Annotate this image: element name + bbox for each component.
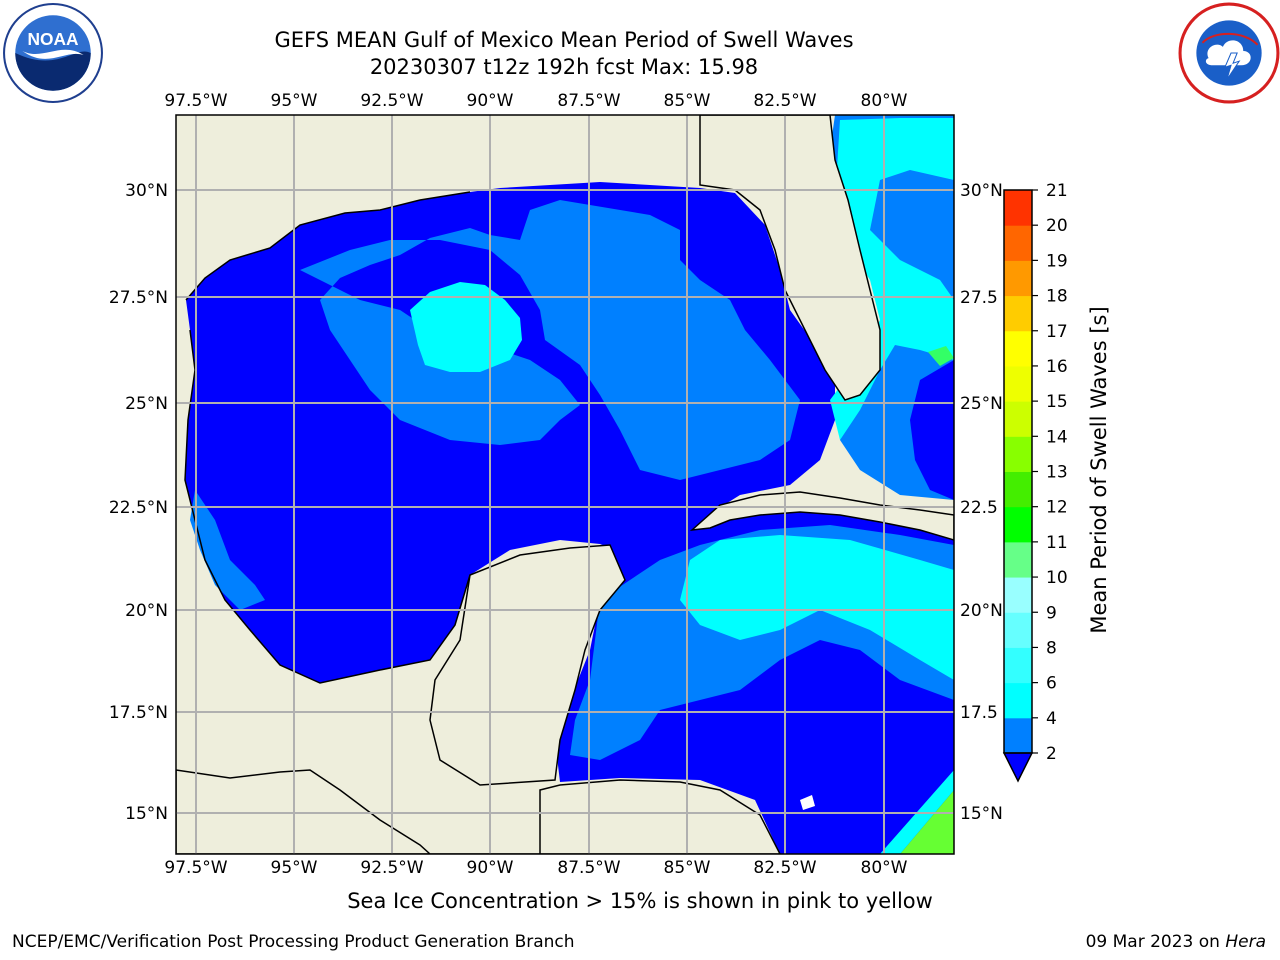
colorbar-cell	[1004, 295, 1032, 332]
florida-land	[699, 115, 881, 401]
map-caption: Sea Ice Concentration > 15% is shown in …	[347, 889, 933, 913]
colorbar-cell	[1004, 190, 1032, 226]
mexico-coast	[184, 191, 471, 684]
colorbar-cell	[1004, 577, 1032, 613]
lon-label: 90°W	[467, 91, 514, 111]
colorbar-tick-label: 9	[1046, 603, 1057, 623]
lon-label: 95°W	[271, 91, 318, 111]
colorbar-tick-label: 10	[1046, 568, 1068, 588]
white-spot-1	[800, 795, 815, 810]
colorbar-cell	[1004, 647, 1032, 684]
lat-label: 27.5	[960, 288, 998, 308]
colorbar-tick-label: 8	[1046, 638, 1057, 658]
lon-label: 87.5°W	[557, 858, 620, 878]
colorbar-tick-label: 12	[1046, 498, 1068, 518]
lat-label: 30°N	[960, 181, 1003, 201]
colorbar-cell	[1004, 401, 1032, 437]
lon-label: 85°W	[664, 91, 711, 111]
atlantic-green-spot	[928, 346, 954, 366]
atlantic-band-2	[910, 360, 954, 500]
lon-label: 85°W	[664, 858, 711, 878]
colorbar-tick-label: 13	[1046, 463, 1068, 483]
colorbar-cell	[1004, 612, 1032, 648]
lat-label: 25°N	[960, 394, 1003, 414]
lon-label: 82.5°W	[753, 858, 816, 878]
chart-subtitle: 20230307 t12z 192h fcst Max: 15.98	[369, 55, 759, 79]
lat-labels-right: 30°N 27.5 25°N 22.5 20°N 17.5 15°N	[960, 181, 1003, 824]
west-band-4	[190, 490, 265, 610]
chart-title: GEFS MEAN Gulf of Mexico Mean Period of …	[274, 28, 854, 52]
colorbar-tick-label: 17	[1046, 322, 1068, 342]
lon-label: 97.5°W	[164, 858, 227, 878]
colorbar-tick-label: 4	[1046, 709, 1057, 729]
colorbar-tick-label: 14	[1046, 427, 1068, 447]
gulf-band-4	[300, 200, 800, 480]
gulf-band-6	[410, 282, 522, 372]
lon-label: 87.5°W	[557, 91, 620, 111]
lon-label: 82.5°W	[753, 91, 816, 111]
lat-label: 25°N	[125, 394, 168, 414]
lon-label: 97.5°W	[164, 91, 227, 111]
colorbar-cell	[1004, 260, 1032, 297]
colorbar-cell	[1004, 541, 1032, 578]
lon-label: 95°W	[271, 858, 318, 878]
gridlines	[176, 115, 954, 854]
noaa-logo-text: NOAA	[27, 29, 79, 49]
colorbar-tick-label: 2	[1046, 744, 1057, 764]
lat-label: 22.5	[960, 498, 998, 518]
footer-credit: NCEP/EMC/Verification Post Processing Pr…	[12, 932, 575, 952]
cuba-land	[689, 491, 954, 541]
colorbar-tick-label: 16	[1046, 357, 1068, 377]
colorbar-cell	[1004, 506, 1032, 543]
lat-label: 30°N	[125, 181, 168, 201]
footer-host: Hera	[1225, 932, 1266, 952]
colorbar-tick-label: 18	[1046, 287, 1068, 307]
lat-label: 15°N	[960, 804, 1003, 824]
central-america-land	[176, 769, 781, 854]
colorbar-tick-label: 11	[1046, 533, 1068, 553]
lon-label: 90°W	[467, 858, 514, 878]
colorbar-cell	[1004, 365, 1032, 402]
colorbar-tick-label: 15	[1046, 392, 1068, 412]
lon-label: 80°W	[861, 858, 908, 878]
nws-logo	[1178, 2, 1280, 104]
colorbar-cell	[1004, 717, 1032, 754]
lat-label: 20°N	[960, 601, 1003, 621]
colorbar-cell	[1004, 471, 1032, 508]
lon-labels-top: 97.5°W 95°W 92.5°W 90°W 87.5°W 85°W 82.5…	[164, 91, 907, 111]
colorbar-tick-label: 21	[1046, 181, 1068, 201]
lat-label: 15°N	[125, 804, 168, 824]
map-frame	[175, 114, 955, 855]
lat-labels-left: 30°N 27.5°N 25°N 22.5°N 20°N 17.5°N 15°N	[109, 181, 168, 824]
lon-label: 92.5°W	[360, 91, 423, 111]
map-area	[176, 115, 954, 854]
lon-labels-bottom: 97.5°W 95°W 92.5°W 90°W 87.5°W 85°W 82.5…	[164, 858, 907, 878]
noaa-logo: NOAA	[3, 3, 103, 103]
lat-label: 20°N	[125, 601, 168, 621]
colorbar-cell	[1004, 225, 1032, 261]
footer-date-text: 09 Mar 2023 on	[1085, 932, 1220, 952]
footer-date: 09 Mar 2023 on Hera	[1086, 932, 1266, 952]
caribbean-band-6	[680, 535, 954, 680]
lat-label: 22.5°N	[109, 498, 168, 518]
lon-label: 80°W	[861, 91, 908, 111]
colorbar-tick-label: 20	[1046, 216, 1068, 236]
lon-label: 92.5°W	[360, 858, 423, 878]
colorbar-label: Mean Period of Swell Waves [s]	[1087, 306, 1111, 633]
lat-label: 17.5°N	[109, 703, 168, 723]
colorbar-extend-arrow	[1002, 752, 1034, 783]
lat-label: 17.5	[960, 703, 998, 723]
colorbar-cell	[1004, 330, 1032, 367]
colorbar-cell	[1004, 436, 1032, 472]
colorbar-tick-label: 6	[1046, 674, 1057, 694]
colorbar: 2 4 6 8 9 10 11 12 13 14 15 16 17 18 19 20 21	[1002, 181, 1068, 783]
colorbar-cell	[1004, 682, 1032, 719]
lat-label: 27.5°N	[109, 288, 168, 308]
colorbar-tick-label: 19	[1046, 251, 1068, 271]
